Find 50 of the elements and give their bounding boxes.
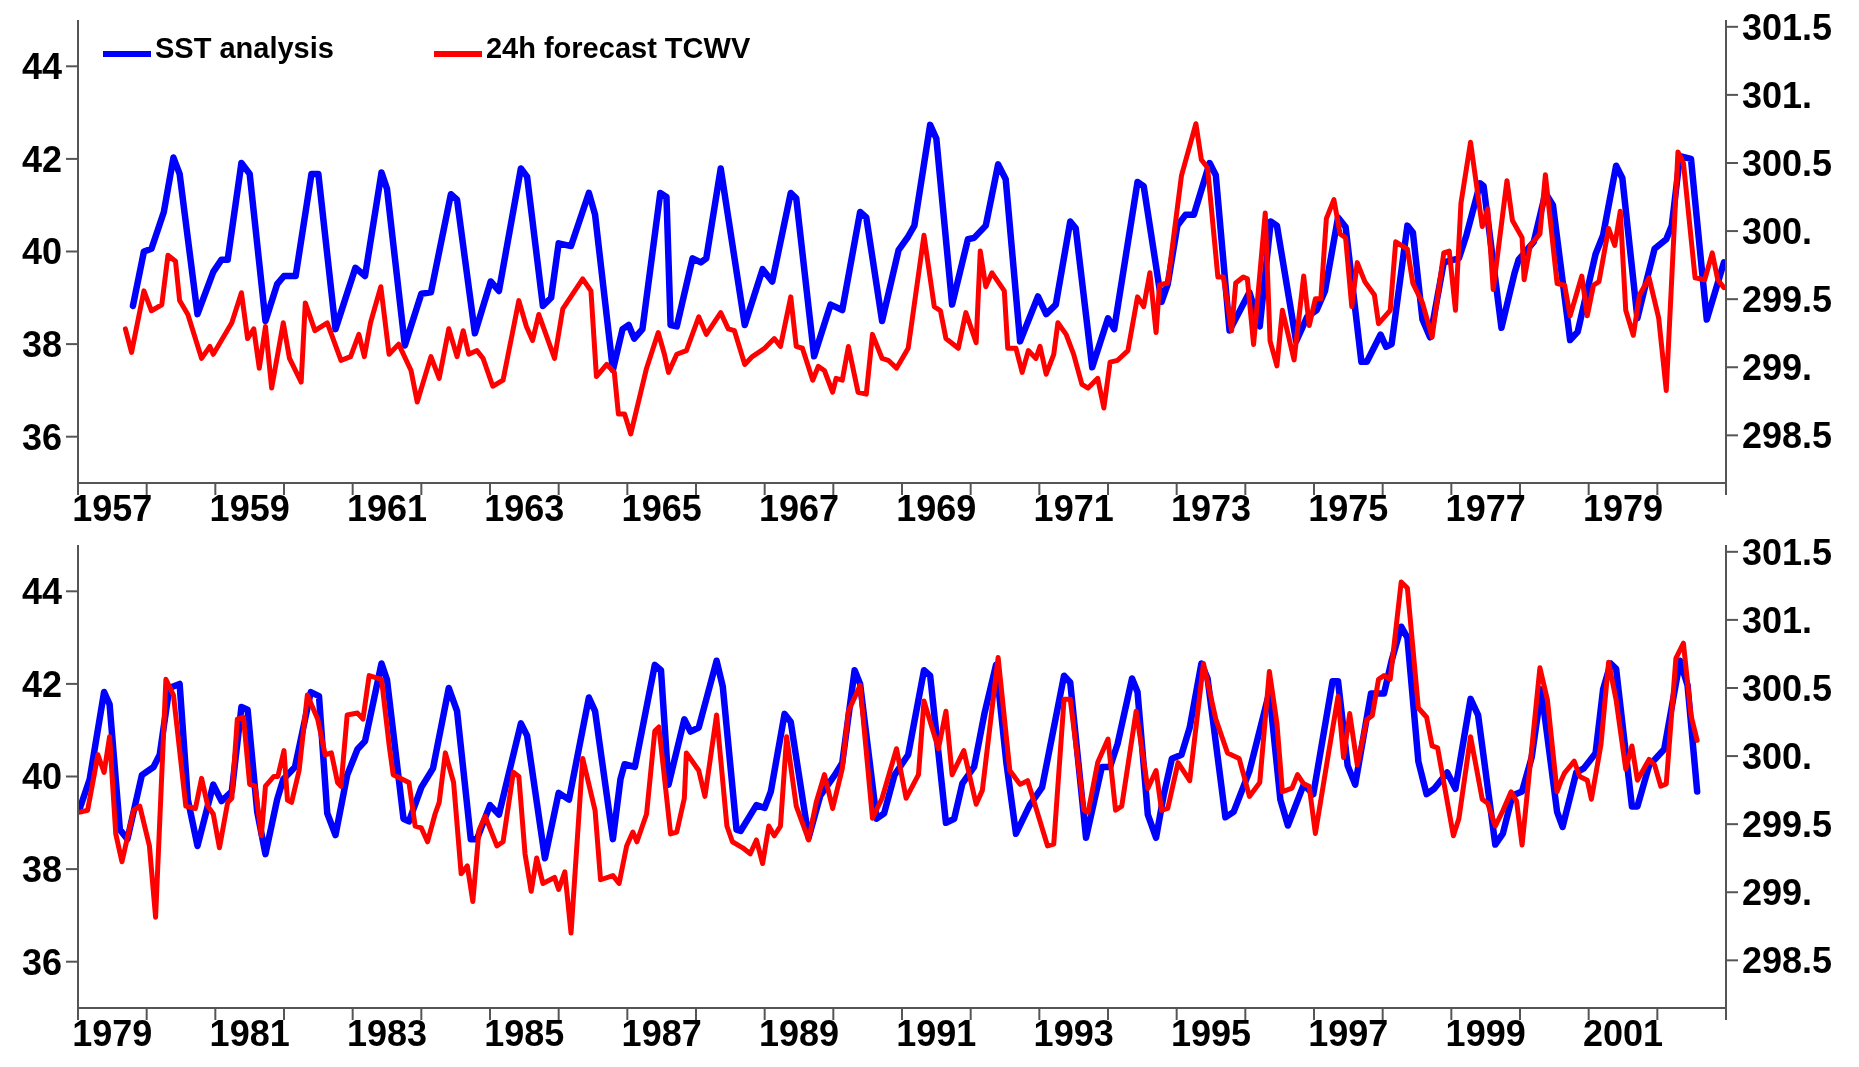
y2-tick-label: 300.: [1742, 211, 1813, 253]
x-tick-label: 1979: [1582, 488, 1664, 529]
y-tick-label: 42: [21, 138, 62, 180]
x-tick-label: 1959: [209, 488, 290, 529]
x-tick-label: 1961: [346, 488, 428, 529]
x-tick-label: 1993: [1033, 1013, 1114, 1054]
x-tick-label: 1957: [72, 488, 153, 529]
y-tick-label: 40: [21, 231, 62, 273]
y2-tick-label: 301.: [1742, 599, 1813, 641]
y-tick-label: 44: [21, 46, 62, 88]
x-tick-label: 1989: [758, 1013, 840, 1054]
y2-tick-label: 301.5: [1742, 531, 1833, 573]
x-tick-label: 1985: [484, 1013, 565, 1054]
legend-label: SST analysis: [155, 32, 334, 65]
y-tick-label: 38: [21, 324, 62, 366]
y2-tick-label: 300.5: [1742, 142, 1833, 184]
y2-tick-label: 300.: [1742, 736, 1813, 778]
x-tick-label: 1995: [1170, 1013, 1252, 1054]
y2-tick-label: 301.: [1742, 74, 1813, 116]
y-tick-label: 38: [21, 849, 62, 891]
x-tick-label: 1999: [1445, 1013, 1526, 1054]
x-tick-label: 1977: [1445, 488, 1526, 529]
y-tick-label: 36: [21, 416, 62, 458]
x-tick-label: 2001: [1582, 1013, 1664, 1054]
x-tick-label: 1987: [621, 1013, 702, 1054]
y-tick-label: 40: [21, 756, 62, 798]
y2-tick-label: 298.5: [1742, 940, 1833, 982]
y2-tick-label: 299.: [1742, 347, 1813, 389]
y-tick-label: 44: [21, 571, 62, 613]
x-tick-label: 1979: [72, 1013, 153, 1054]
y2-tick-label: 299.: [1742, 872, 1813, 914]
x-tick-label: 1973: [1170, 488, 1252, 529]
legend-label: 24h forecast TCWV: [485, 32, 751, 65]
x-tick-label: 1975: [1308, 488, 1389, 529]
x-tick-label: 1983: [346, 1013, 428, 1054]
x-tick-label: 1969: [896, 488, 977, 529]
x-tick-label: 1997: [1308, 1013, 1389, 1054]
y2-tick-label: 299.5: [1742, 279, 1833, 321]
y2-tick-label: 301.5: [1742, 6, 1833, 48]
x-tick-label: 1967: [758, 488, 840, 529]
y2-tick-label: 298.5: [1742, 415, 1833, 457]
x-tick-label: 1971: [1033, 488, 1114, 529]
x-tick-label: 1965: [621, 488, 702, 529]
x-tick-label: 1963: [484, 488, 565, 529]
y2-tick-label: 300.5: [1742, 667, 1833, 709]
y2-tick-label: 299.5: [1742, 804, 1833, 846]
y-tick-label: 36: [21, 941, 62, 983]
y-tick-label: 42: [21, 663, 62, 705]
x-tick-label: 1981: [209, 1013, 290, 1054]
x-tick-label: 1991: [896, 1013, 977, 1054]
